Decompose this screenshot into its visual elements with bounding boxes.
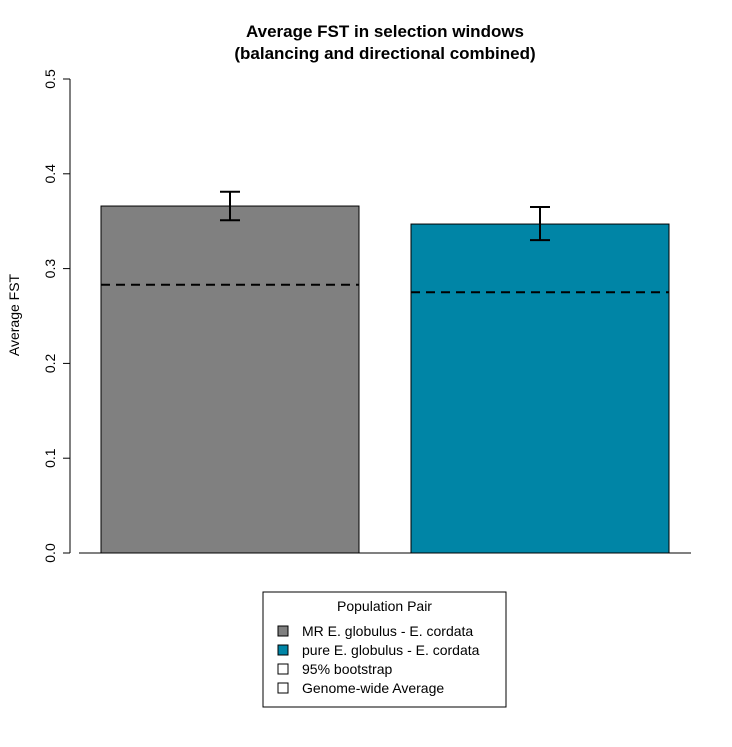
y-axis: 0.0 0.1 0.2 0.3 0.4 0.5 xyxy=(42,69,71,563)
y-tick-label: 0.0 xyxy=(42,543,58,563)
chart-title-line-2: (balancing and directional combined) xyxy=(234,44,535,63)
y-tick-label: 0.1 xyxy=(42,448,58,468)
legend: Population Pair MR E. globulus - E. corda… xyxy=(262,591,507,708)
y-axis-label: Average FST xyxy=(6,273,22,356)
bars xyxy=(100,190,670,554)
legend-swatch xyxy=(277,625,289,637)
bar xyxy=(100,205,360,554)
legend-entry-label: pure E. globulus - E. cordata xyxy=(302,642,480,658)
y-tick-label: 0.5 xyxy=(42,69,58,89)
legend-entry-label: 95% bootstrap xyxy=(302,661,392,677)
chart-title-line-1: Average FST in selection windows xyxy=(246,22,524,41)
y-tick-label: 0.2 xyxy=(42,353,58,373)
legend-swatch xyxy=(277,663,289,675)
bar xyxy=(410,223,670,554)
legend-swatch xyxy=(277,644,289,656)
legend-swatch xyxy=(277,682,289,694)
y-tick-label: 0.4 xyxy=(42,164,58,184)
legend-entry-label: MR E. globulus - E. cordata xyxy=(302,623,473,639)
legend-entry-label: Genome-wide Average xyxy=(302,680,444,696)
legend-title: Population Pair xyxy=(337,598,432,614)
y-tick-label: 0.3 xyxy=(42,259,58,279)
legend-box xyxy=(262,591,507,708)
